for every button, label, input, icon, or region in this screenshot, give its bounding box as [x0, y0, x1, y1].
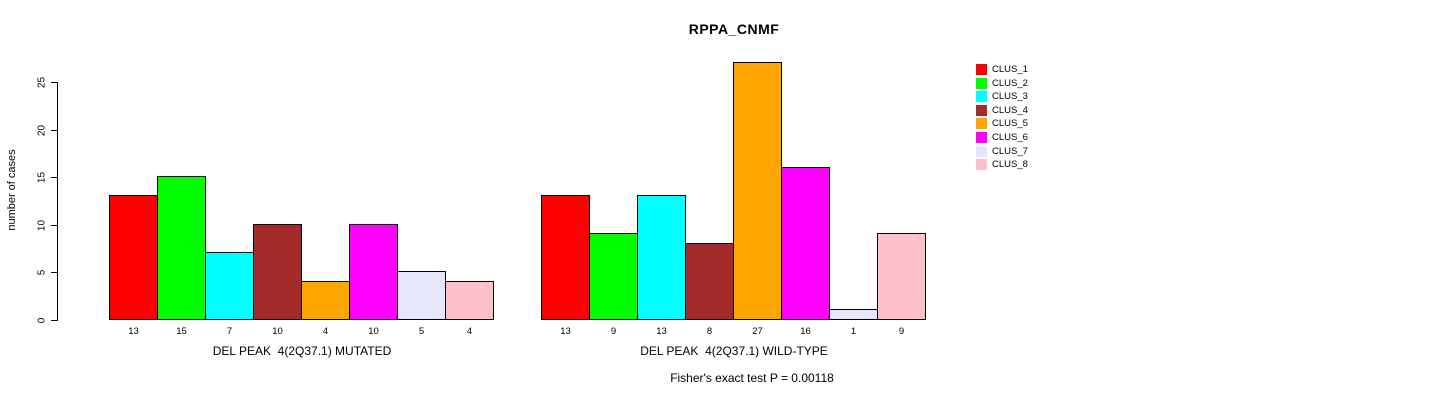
bar-value-label: 1: [850, 326, 857, 337]
y-tick-label: 25: [36, 76, 48, 89]
y-tick-mark: [51, 129, 58, 131]
legend-item-clus_8: CLUS_8: [976, 158, 1028, 171]
bar-clus_3: [205, 252, 254, 320]
bar-value-label: 4: [466, 326, 473, 337]
x-axis-group-label: DEL PEAK 4(2Q37.1) WILD-TYPE: [640, 344, 828, 358]
y-tick-label: 0: [36, 317, 48, 323]
bar-clus_5: [301, 281, 350, 320]
legend-swatch-icon: [976, 159, 987, 171]
bar-clus_5: [733, 62, 782, 320]
bar-clus_1: [541, 195, 590, 320]
legend-label: CLUS_4: [992, 104, 1028, 116]
bar-clus_6: [781, 167, 830, 320]
bar-value-label: 16: [800, 326, 811, 337]
legend-item-clus_7: CLUS_7: [976, 145, 1028, 158]
bar-value-label: 13: [656, 326, 667, 337]
bar-clus_1: [109, 195, 158, 320]
legend-label: CLUS_8: [992, 159, 1028, 171]
legend-item-clus_4: CLUS_4: [976, 104, 1028, 117]
legend-label: CLUS_7: [992, 145, 1028, 157]
bar-clus_6: [349, 224, 398, 320]
y-tick-label: 5: [36, 269, 48, 276]
y-tick-mark: [51, 319, 58, 321]
legend-item-clus_1: CLUS_1: [976, 63, 1028, 76]
bar-value-label: 10: [272, 326, 283, 337]
legend-swatch-icon: [976, 118, 987, 130]
legend-item-clus_2: CLUS_2: [976, 77, 1028, 90]
legend-label: CLUS_5: [992, 118, 1028, 130]
bar-clus_4: [685, 243, 734, 320]
legend-swatch-icon: [976, 104, 987, 116]
legend-swatch-icon: [976, 132, 987, 143]
legend-swatch-icon: [976, 64, 987, 75]
bar-value-label: 9: [610, 326, 617, 337]
y-axis-label: number of cases: [6, 149, 18, 231]
chart-title: RPPA_CNMF: [688, 21, 780, 37]
bar-clus_8: [877, 233, 926, 320]
bar-clus_3: [637, 195, 686, 320]
y-tick-mark: [51, 82, 58, 83]
legend-swatch-icon: [976, 77, 987, 89]
legend-swatch-icon: [976, 145, 987, 157]
bar-value-label: 13: [128, 326, 139, 337]
y-tick-label: 15: [36, 171, 48, 184]
legend-item-clus_6: CLUS_6: [976, 131, 1028, 144]
y-tick-mark: [51, 224, 58, 226]
legend-label: CLUS_1: [992, 64, 1028, 75]
legend-item-clus_5: CLUS_5: [976, 117, 1028, 130]
y-tick-label: 10: [36, 219, 48, 231]
bar-clus_4: [253, 224, 302, 320]
bar-value-label: 27: [752, 326, 763, 337]
bar-value-label: 9: [898, 326, 905, 337]
legend-item-clus_3: CLUS_3: [976, 90, 1028, 103]
legend-label: CLUS_3: [992, 91, 1028, 103]
bar-value-label: 13: [560, 326, 571, 337]
bar-value-label: 7: [226, 326, 233, 337]
legend-label: CLUS_6: [992, 132, 1028, 143]
bar-value-label: 4: [322, 326, 329, 337]
legend-label: CLUS_2: [992, 77, 1028, 89]
y-tick-label: 20: [36, 124, 48, 136]
legend-swatch-icon: [976, 91, 987, 103]
bar-value-label: 8: [706, 326, 713, 337]
bar-clus_7: [829, 309, 878, 320]
x-axis-group-label: DEL PEAK 4(2Q37.1) MUTATED: [212, 344, 392, 358]
y-axis-line: [57, 82, 58, 321]
bar-value-label: 5: [418, 326, 425, 337]
bar-clus_7: [397, 271, 446, 320]
bar-value-label: 10: [368, 326, 379, 337]
bar-clus_2: [157, 176, 206, 320]
bar-clus_2: [589, 233, 638, 320]
fisher-test-note: Fisher's exact test P = 0.00118: [670, 371, 834, 385]
y-tick-mark: [51, 177, 58, 178]
bar-value-label: 15: [176, 326, 187, 337]
y-tick-mark: [51, 272, 58, 273]
bar-clus_8: [445, 281, 494, 320]
